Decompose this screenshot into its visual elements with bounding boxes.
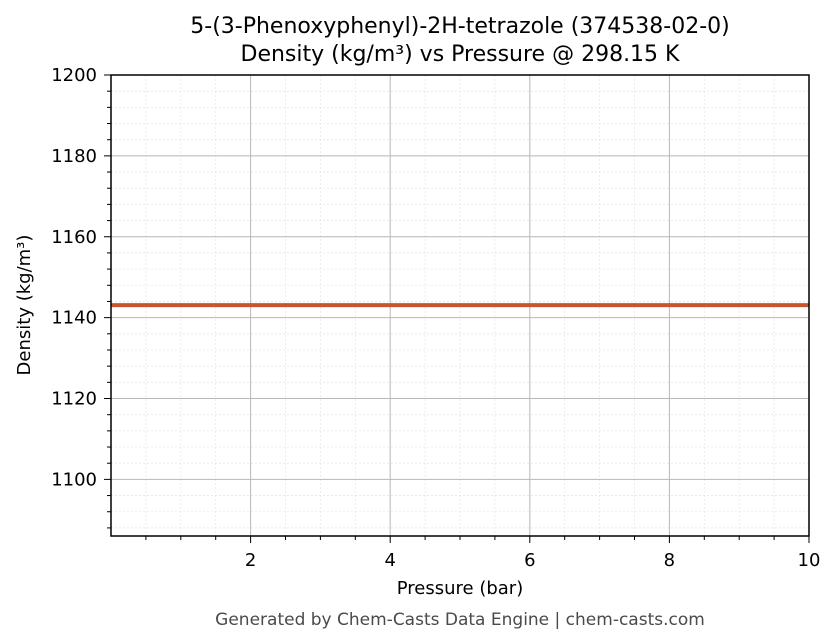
footer-credit: Generated by Chem-Casts Data Engine | ch…	[215, 610, 705, 630]
y-tick-label: 1100	[51, 469, 97, 490]
x-tick-label: 10	[798, 550, 821, 571]
y-tick-label: 1140	[51, 308, 97, 329]
y-axis-label: Density (kg/m³)	[14, 235, 35, 376]
axes-layer: 2 4 6 8 10 1100 1120 1140 1160 1180 1200	[51, 65, 820, 571]
chart-title-line-2: Density (kg/m³) vs Pressure @ 298.15 K	[241, 42, 681, 67]
chart-title-line-1: 5-(3-Phenoxyphenyl)-2H-tetrazole (374538…	[190, 14, 729, 39]
x-tick-label: 8	[664, 550, 675, 571]
y-tick-label: 1180	[51, 146, 97, 167]
y-tick-label: 1120	[51, 389, 97, 410]
y-tick-label: 1200	[51, 65, 97, 86]
x-tick-label: 2	[245, 550, 256, 571]
x-tick-label: 4	[384, 550, 395, 571]
x-tick-label: 6	[524, 550, 535, 571]
x-axis-label: Pressure (bar)	[397, 578, 523, 599]
y-tick-label: 1160	[51, 227, 97, 248]
